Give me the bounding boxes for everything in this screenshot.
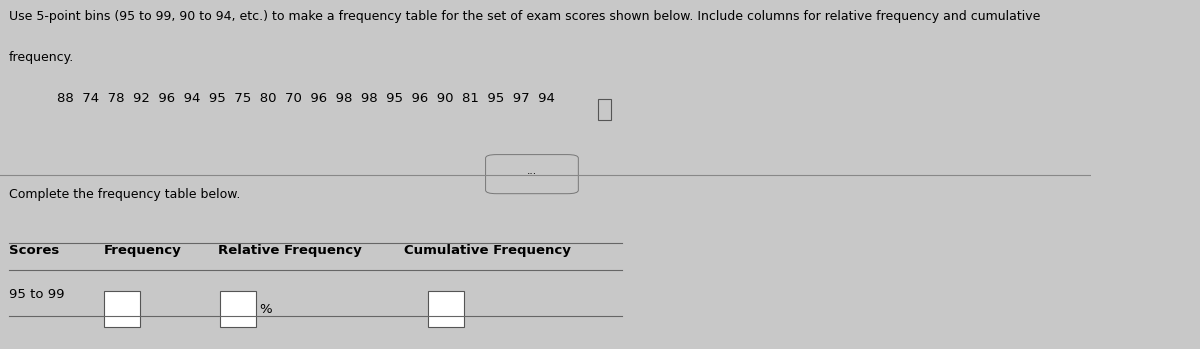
Text: Complete the frequency table below.: Complete the frequency table below. [8,188,240,201]
Text: Frequency: Frequency [103,244,181,257]
Bar [427,291,463,327]
Text: 88  74  78  92  96  94  95  75  80  70  96  98  98  95  96  90  81  95  97  94: 88 74 78 92 96 94 95 75 80 70 96 98 98 9… [56,92,554,105]
Text: Relative Frequency: Relative Frequency [218,244,362,257]
Text: 95 to 99: 95 to 99 [8,288,65,301]
Bar [598,99,611,120]
Text: ···: ··· [527,169,538,179]
FancyBboxPatch shape [486,155,578,194]
Text: %: % [259,303,272,315]
Text: Use 5-point bins (95 to 99, 90 to 94, etc.) to make a frequency table for the se: Use 5-point bins (95 to 99, 90 to 94, et… [8,10,1040,23]
Text: Scores: Scores [8,244,59,257]
Text: frequency.: frequency. [8,51,74,64]
Bar [103,291,139,327]
Text: Cumulative Frequency: Cumulative Frequency [403,244,571,257]
Bar [221,291,257,327]
